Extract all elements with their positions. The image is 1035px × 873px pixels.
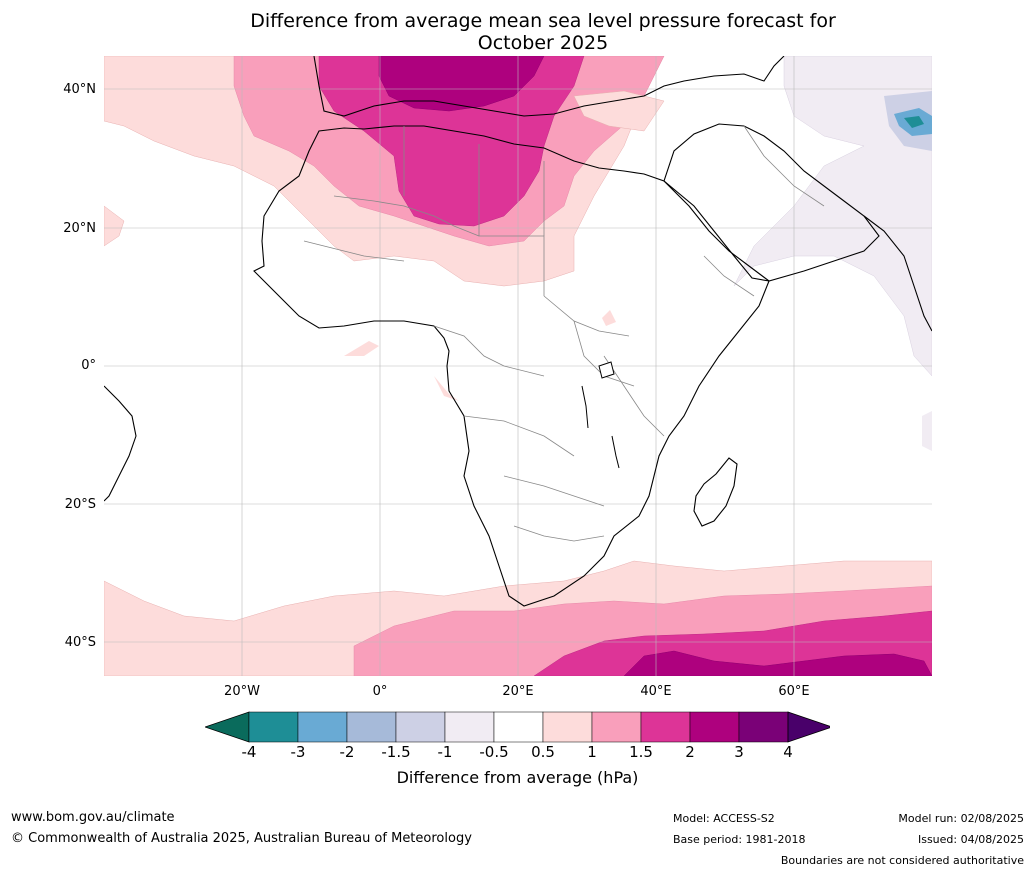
colorbar-tick-label: 1 bbox=[587, 743, 597, 761]
title-line-2: October 2025 bbox=[477, 32, 609, 54]
colorbar-extend-low bbox=[205, 711, 250, 743]
colorbar-label: Difference from average (hPa) bbox=[396, 768, 639, 787]
anomaly-band-2-3-north bbox=[378, 56, 545, 112]
footer-disclaimer: Boundaries are not considered authoritat… bbox=[780, 854, 1024, 867]
south-america-coastline bbox=[104, 385, 137, 502]
colorbar-extend-high bbox=[787, 711, 830, 743]
colorbar-segment bbox=[346, 711, 397, 743]
map-canvas bbox=[104, 56, 932, 676]
colorbar-segment bbox=[297, 711, 348, 743]
lat-label-40s: 40°S bbox=[64, 635, 96, 650]
lake-tanganyika bbox=[581, 385, 589, 429]
footer-base-period: Base period: 1981-2018 bbox=[673, 833, 806, 846]
lat-label-40n: 40°N bbox=[63, 82, 96, 97]
lake-malawi bbox=[611, 435, 620, 469]
anomaly-band-negative-asia bbox=[733, 56, 932, 377]
colorbar-tick-label: 1.5 bbox=[629, 743, 653, 761]
colorbar-segment bbox=[542, 711, 593, 743]
colorbar-tick-label: -0.5 bbox=[479, 743, 509, 761]
colorbar-tick-label: 3 bbox=[734, 743, 744, 761]
title-line-1: Difference from average mean sea level p… bbox=[250, 10, 836, 32]
footer-model: Model: ACCESS-S2 bbox=[673, 812, 775, 825]
lon-label-60e: 60°E bbox=[778, 684, 810, 699]
lon-label-20w: 20°W bbox=[224, 684, 260, 699]
africa-coastline bbox=[253, 125, 770, 607]
footer-copyright: © Commonwealth of Australia 2025, Austra… bbox=[11, 831, 472, 846]
colorbar-tick-label: -1.5 bbox=[381, 743, 411, 761]
colorbar-segment bbox=[248, 711, 299, 743]
lon-label-40e: 40°E bbox=[640, 684, 672, 699]
lon-label-20e: 20°E bbox=[502, 684, 534, 699]
europe-coastline bbox=[313, 56, 785, 117]
footer-website: www.bom.gov.au/climate bbox=[11, 810, 175, 825]
lat-label-20n: 20°N bbox=[63, 221, 96, 236]
lat-label-20s: 20°S bbox=[64, 497, 96, 512]
colorbar-tick-label: -4 bbox=[241, 743, 257, 761]
country-borders bbox=[303, 125, 825, 542]
pressure-anomaly-map bbox=[104, 56, 932, 676]
colorbar-tick-label: 0.5 bbox=[531, 743, 555, 761]
anomaly-band-0.5-1-centre-east bbox=[573, 90, 665, 132]
colorbar-tick-label: -2 bbox=[339, 743, 355, 761]
colorbar bbox=[205, 711, 830, 743]
anomaly-band-0.5-1-nw bbox=[104, 205, 125, 247]
colorbar-segment bbox=[395, 711, 446, 743]
lat-label-equator: 0° bbox=[81, 358, 96, 373]
anomaly-band-2-3-south bbox=[623, 650, 932, 676]
footer-model-run: Model run: 02/08/2025 bbox=[898, 812, 1024, 825]
anomaly-patch-west-african-coast bbox=[434, 376, 459, 401]
colorbar-tick-label: 2 bbox=[685, 743, 695, 761]
lon-label-0: 0° bbox=[372, 684, 388, 699]
anomaly-patch-indian-ocean bbox=[922, 411, 932, 451]
graticule bbox=[104, 56, 932, 676]
madagascar-coastline bbox=[693, 457, 738, 527]
colorbar-segment bbox=[689, 711, 740, 743]
colorbar-tick-label: -1 bbox=[437, 743, 453, 761]
anomaly-patch-east-africa bbox=[602, 310, 616, 326]
colorbar-segment bbox=[591, 711, 642, 743]
anomaly-band-negative-asia-centre bbox=[904, 116, 924, 128]
colorbar-segment bbox=[738, 711, 789, 743]
colorbar-segment bbox=[444, 711, 495, 743]
colorbar-tick-label: 4 bbox=[783, 743, 793, 761]
coastlines bbox=[104, 56, 932, 607]
colorbar-segment bbox=[640, 711, 691, 743]
colorbar-segment bbox=[493, 711, 544, 743]
footer-issued: Issued: 04/08/2025 bbox=[917, 833, 1024, 846]
india-coastline bbox=[863, 215, 932, 332]
map-title: Difference from average mean sea level p… bbox=[0, 10, 1035, 54]
lake-victoria bbox=[598, 361, 615, 379]
colorbar-tick-label: -3 bbox=[290, 743, 306, 761]
anomaly-patch-gulf-of-guinea bbox=[344, 341, 379, 356]
